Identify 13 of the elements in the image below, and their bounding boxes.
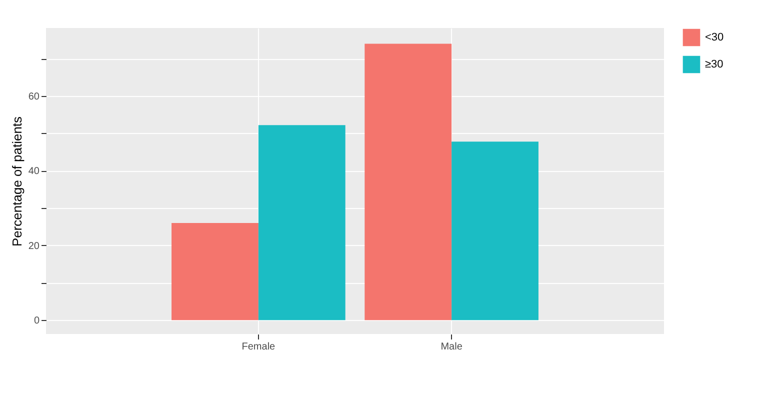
legend-label: <30 [705,32,724,44]
x-tick-label: Female [242,342,276,352]
bar [172,223,258,320]
y-axis-title: Percentage of patients [9,116,24,247]
y-tick-label: 20 [28,240,40,252]
bar [364,44,452,320]
legend-label: ≥30 [705,58,724,70]
bar [452,142,538,320]
y-tick-label: 0 [34,316,40,327]
y-tick-label: 40 [28,166,40,178]
y-tick-label: 60 [28,92,40,102]
bar [258,125,346,320]
x-tick-label: Male [440,342,463,352]
